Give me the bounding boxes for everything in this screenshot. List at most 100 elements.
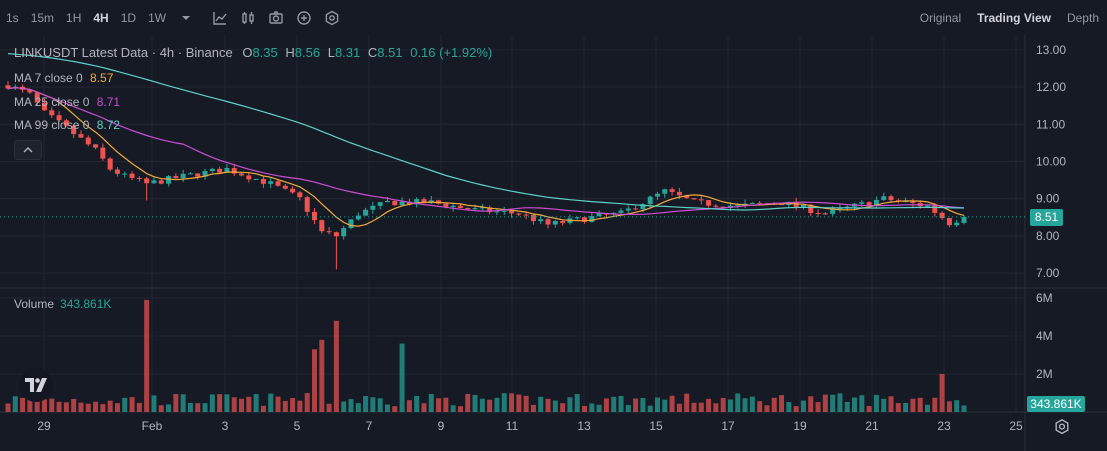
candle-body [859, 202, 865, 204]
candle-body [808, 204, 814, 213]
volume-bar [209, 394, 215, 412]
candle-body [260, 178, 266, 184]
volume-bar [370, 397, 376, 412]
ma7-legend[interactable]: MA 7 close 0 8.57 [14, 71, 113, 85]
candle-body [494, 211, 500, 213]
candle-body [355, 215, 361, 220]
volume-bar [684, 393, 690, 412]
chart-type-candles-icon[interactable] [234, 6, 262, 30]
ma25-legend[interactable]: MA 25 close 0 8.71 [14, 95, 120, 109]
price-axis-tick: 11.00 [1036, 117, 1065, 131]
volume-bar [771, 397, 777, 412]
candle-body [275, 181, 281, 186]
candle-body [406, 201, 412, 205]
volume-bar [830, 394, 836, 412]
volume-bar [523, 395, 529, 412]
volume-bar [640, 397, 646, 412]
candle-body [910, 201, 916, 203]
candle-body [297, 192, 303, 198]
volume-bar [742, 398, 748, 412]
candle-body [735, 204, 741, 206]
candle-body [530, 214, 536, 222]
candle-body [779, 204, 785, 206]
candle-body [450, 205, 456, 208]
candle-body [414, 199, 420, 205]
candle-body [384, 200, 390, 203]
ma25-line [7, 87, 965, 216]
candle-body [333, 232, 339, 237]
candle-body [348, 219, 354, 229]
candle-body [363, 209, 369, 216]
volume-bar [698, 402, 704, 412]
ma7-label: MA 7 close 0 [14, 71, 83, 85]
volume-bar [260, 405, 266, 412]
volume-bar [217, 394, 223, 412]
volume-bar [406, 400, 412, 412]
interval-button-1d[interactable]: 1D [120, 10, 137, 25]
ma7-line [7, 87, 965, 227]
volume-bar [151, 395, 157, 412]
interval-button-15m[interactable]: 15m [30, 10, 55, 25]
volume-bar [436, 398, 442, 412]
close-label: C [367, 45, 378, 60]
interval-button-1w[interactable]: 1W [148, 10, 167, 25]
symbol-title: LINKUSDT Latest Data · 4h · Binance [14, 45, 233, 60]
interval-button-4h[interactable]: 4H [93, 10, 109, 25]
volume-bar [961, 405, 967, 412]
volume-bar [538, 396, 544, 412]
volume-bar [93, 401, 99, 412]
chart-settings-gear-icon[interactable] [1053, 418, 1071, 436]
candle-body [713, 205, 719, 207]
view-button-original[interactable]: Original [919, 10, 962, 25]
volume-bar [85, 403, 91, 412]
price-axis-tick: 12.00 [1036, 80, 1066, 94]
tradingview-logo-icon[interactable] [19, 368, 53, 402]
interval-button-1s[interactable]: 1s [6, 10, 19, 25]
candle-body [501, 210, 507, 212]
ma99-legend[interactable]: MA 99 close 0 8.72 [14, 118, 120, 132]
current-volume-badge: 343.861K [1027, 396, 1085, 412]
candle-body [5, 85, 11, 89]
more-intervals-chevron-icon[interactable] [172, 6, 200, 30]
volume-legend[interactable]: Volume 343.861K [14, 297, 111, 311]
volume-bar [355, 403, 361, 412]
volume-bar [144, 299, 150, 412]
volume-bar [669, 395, 675, 412]
candle-body [41, 102, 47, 111]
settings-hexagon-icon[interactable] [318, 6, 346, 30]
candle-body [180, 173, 186, 179]
candle-body [187, 173, 193, 175]
screenshot-camera-icon[interactable] [262, 6, 290, 30]
add-indicator-plus-icon[interactable] [290, 6, 318, 30]
volume-bar [808, 396, 814, 412]
volume-axis-tick: 2M [1036, 367, 1053, 381]
volume-bar [625, 404, 631, 412]
volume-bar [41, 399, 47, 412]
volume-bar [195, 403, 201, 412]
volume-bar [465, 394, 471, 412]
volume-bar [888, 396, 894, 412]
time-axis-tick: 9 [438, 419, 445, 433]
candle-body [589, 216, 595, 222]
time-axis-tick: 25 [1009, 419, 1023, 433]
view-button-depth[interactable]: Depth [1066, 10, 1099, 25]
candle-body [706, 200, 712, 206]
candle-body [523, 214, 529, 216]
candle-body [654, 193, 660, 197]
candle-body [253, 178, 259, 180]
candle-body [465, 207, 471, 210]
candle-body [268, 181, 274, 184]
volume-bar [567, 397, 573, 412]
indicators-icon[interactable] [206, 6, 234, 30]
candle-body [472, 208, 478, 210]
interval-button-1h[interactable]: 1H [66, 10, 82, 25]
volume-bar [275, 396, 281, 412]
volume-bar [859, 395, 865, 412]
candle-body [144, 178, 150, 184]
candle-body [961, 216, 967, 223]
view-button-trading-view[interactable]: Trading View [977, 10, 1051, 25]
price-chart[interactable]: 13.00 12.00 11.00 10.00 9.00 8.00 7.00 6M 4M 2M 29… [0, 35, 1107, 451]
time-axis-tick: 3 [222, 419, 229, 433]
collapse-legend-button[interactable] [14, 140, 42, 160]
volume-bar [633, 398, 639, 412]
